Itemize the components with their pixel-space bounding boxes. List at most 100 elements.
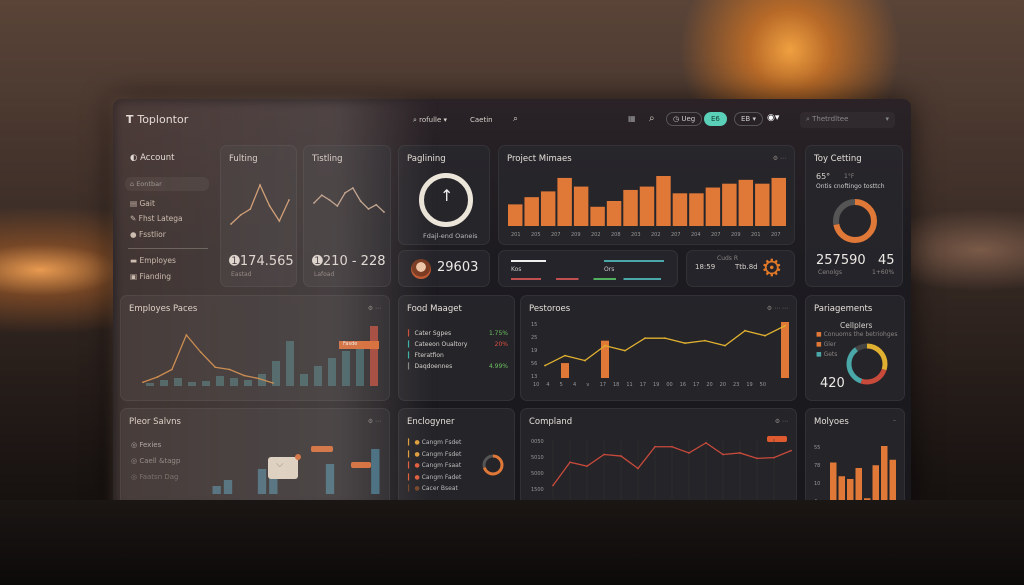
grid-icon[interactable]: ▦ [628,114,636,123]
card-title: Pariagements [814,304,873,314]
y-tick-label: 19 [531,348,537,354]
time-value: 18:59 [695,263,716,271]
x-tick-label: 17 [600,382,606,388]
series-line [313,187,385,213]
enclog-row[interactable]: ▎ ● Cangm Fsdet [408,451,461,458]
line-point [654,445,656,448]
enclog-row[interactable]: ▎ ● Cangm Fadet [408,474,461,481]
pariagements-value: 420 [820,376,845,391]
row-label: Cacer Bseat [421,485,458,492]
toy-temp: 65° [816,172,831,181]
pariagements-card: Pariagements Cellplers ■ Conuoms the bet… [805,295,905,401]
row-label: Cangm Fsdet [421,450,462,458]
pleor-item[interactable]: ◎ Caell &tagp [131,457,181,465]
mail-icon[interactable]: ⌵ [268,457,298,479]
enclog-card: Enclogyner [398,408,515,508]
bar [557,177,572,226]
toy-value2: 45 [878,253,895,268]
card-menu-icon[interactable]: ⚙ ⋯ ⋯ [766,305,788,312]
row-label: Daqdoennes [414,363,453,370]
sidebar-item[interactable]: ⌂ Eontbar [130,180,162,188]
line-point [375,203,378,206]
sidebar-label: Eontbar [136,180,162,188]
time-pill[interactable]: ◷ Ueg [666,112,703,126]
sidebar-label: Gait [139,199,155,208]
y-tick-label: 55 [814,445,820,451]
bar [639,186,655,226]
card-menu-icon[interactable]: ⚙ ⋯ [367,305,381,312]
toy-sub: Ontis cnoftingo tosttch [816,183,885,190]
row-label: Cater Sgpes [414,330,452,337]
row-label: Cateeon Oualtory [414,341,468,348]
x-tick-label: 205 [531,232,541,238]
eb-dropdown[interactable]: EB ▾ [734,112,763,126]
enclog-row[interactable]: ▎ ● Cangm Fsaat [408,462,461,469]
molyoes-bar-chart: 5578104 [814,445,896,505]
x-tick-label: 204 [691,232,701,238]
sidebar-account[interactable]: ◐ Account [130,153,175,163]
line-point [644,337,646,340]
app-logo: T Toplontor [126,113,188,126]
header-link[interactable]: Caetin [470,116,493,124]
bar [656,176,671,226]
line-point [367,208,370,210]
sidebar-item[interactable]: ▬ Employes [130,256,176,265]
line-point [272,382,274,384]
card-menu-icon[interactable]: ⚙ ⋯ [772,155,786,162]
series-line [142,333,274,384]
search-dropdown[interactable]: ⌕ rofulle ▾ [413,116,448,124]
pleor-card: Pleor Salvns ⚙ ⋯ ◎ Fexies ◎ Caell &tagp … [120,408,390,508]
line-point [739,452,741,454]
card-menu-icon[interactable]: ⚙ ⋯ [367,418,381,425]
line-point [359,200,362,203]
search-icon[interactable]: ⌕ [513,114,519,124]
food-row[interactable]: ▎ Daqdoennes 4.99% [408,363,508,370]
ring-caption: Fdajl-end Oaneis [423,232,478,240]
card-menu-icon[interactable]: ⚙ ⋯ [774,418,788,425]
food-row[interactable]: ▎ Cateeon Oualtory 20% [408,341,508,348]
food-card: Food Maaget [398,295,515,401]
pleor-item[interactable]: ◎ Fexies [131,441,162,449]
mini-label: Kos [511,266,522,273]
line-point [142,381,144,384]
pleor-item[interactable]: ◎ Faatsn Dag [131,473,179,481]
bar [328,358,336,386]
sidebar-item[interactable]: ▣ Fianding [130,272,172,281]
bar [689,193,704,226]
bar [540,191,556,226]
enclog-row[interactable]: ▎ ● Cangm Fsdet [408,439,461,446]
card-title: Food Maaget [407,304,462,314]
fulting-value: ➊174.565 [229,254,294,269]
line-point [257,377,260,380]
collapse-icon[interactable]: – [893,417,896,424]
food-row[interactable]: ▎ Fteratfion [408,352,508,359]
enclog-row[interactable]: ▎ ● Cacer Bseat [408,485,458,492]
active-pill[interactable]: E6 [704,112,727,126]
sidebar-item[interactable]: ● Fsstlior [130,230,166,239]
time-label: Cuds R [717,255,739,262]
user-avatar-icon[interactable]: ◉▾ [767,113,780,123]
line-point [328,199,331,201]
line-point [620,455,622,457]
pleor-bar-chart [212,449,380,494]
gear-icon[interactable]: ⚙ [761,254,783,282]
line-point [278,220,281,222]
bar [738,179,754,226]
food-row[interactable]: ▎ Cater Sgpes 1.75% [408,330,508,337]
fulting-line-chart [230,183,290,225]
project-card: Project Mimaes ⚙ ⋯ 201 205 207 209 202 208 203… [498,145,795,245]
x-tick-label: 207 [551,232,561,238]
search-icon[interactable]: ⌕ [649,113,655,124]
right-search-input[interactable]: ⌕ Thetrdltee ▾ [800,112,895,128]
bar [508,204,523,226]
x-tick-label: v [586,382,589,388]
sidebar-item[interactable]: ✎ Fhst Latega [130,214,183,223]
x-tick-label: 19 [653,382,659,388]
pestoroes-card: Pestoroes ⚙ ⋯ ⋯ 15 25 19 56 13 10 4 5 4 v 17 18 11 17… [520,295,797,401]
status-dot-icon: ▎ ● [408,439,420,446]
sidebar-item[interactable]: ▤ Gait [130,199,155,208]
line-point [170,368,173,371]
legend-label: Gets [823,351,838,358]
legend-item: ■ Gler [816,341,837,348]
toy-donut [833,199,877,243]
